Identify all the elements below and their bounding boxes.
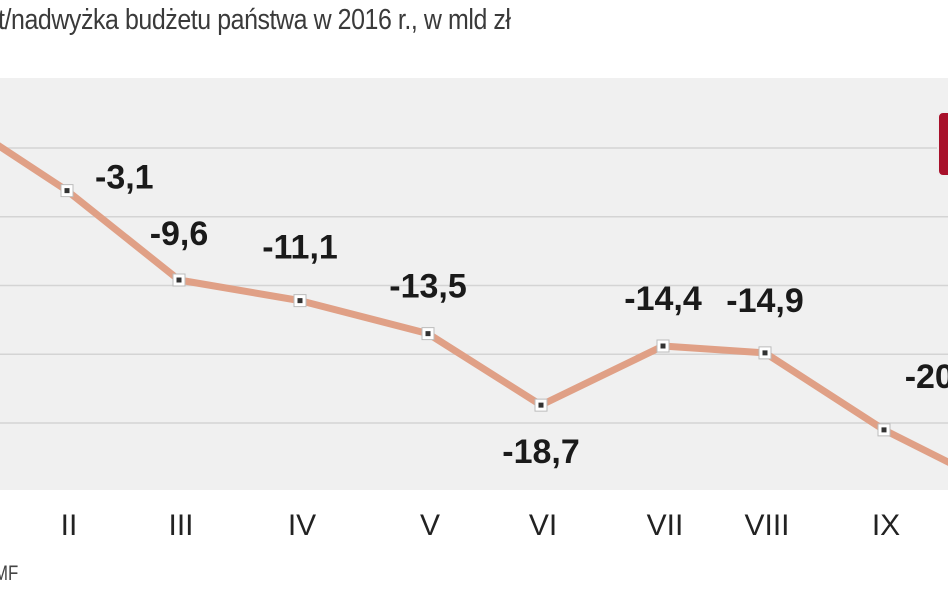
x-tick-label: VI xyxy=(529,509,557,542)
legend-badge xyxy=(937,111,948,177)
data-label: -18,7 xyxy=(502,433,580,471)
data-label: -13,5 xyxy=(389,268,467,306)
x-tick-label: VII xyxy=(647,509,684,542)
data-point-center xyxy=(538,402,544,408)
data-label: -9,6 xyxy=(150,215,209,253)
x-tick-label: V xyxy=(420,509,440,542)
data-point-center xyxy=(64,188,70,194)
x-tick-label: VIII xyxy=(744,509,789,542)
data-point-center xyxy=(176,277,182,283)
data-point-center xyxy=(425,331,431,337)
data-point-center xyxy=(881,427,887,433)
data-label: -14,9 xyxy=(726,282,804,320)
x-tick-label: IX xyxy=(872,509,900,542)
data-label: -20, xyxy=(905,358,948,396)
x-tick-label: II xyxy=(61,509,78,542)
series-line xyxy=(0,142,948,466)
data-point-center xyxy=(660,343,666,349)
data-point-center xyxy=(297,298,303,304)
x-tick-label: IV xyxy=(288,509,316,542)
chart-title: t/nadwyżka budżetu państwa w 2016 r., w … xyxy=(0,4,511,36)
data-point-center xyxy=(762,350,768,356)
data-label: -3,1 xyxy=(95,159,154,197)
source-note: MF xyxy=(0,562,19,585)
plot-area xyxy=(0,78,948,490)
data-label: -11,1 xyxy=(262,229,338,267)
x-tick-label: III xyxy=(168,509,193,542)
data-label: -14,4 xyxy=(624,280,702,318)
